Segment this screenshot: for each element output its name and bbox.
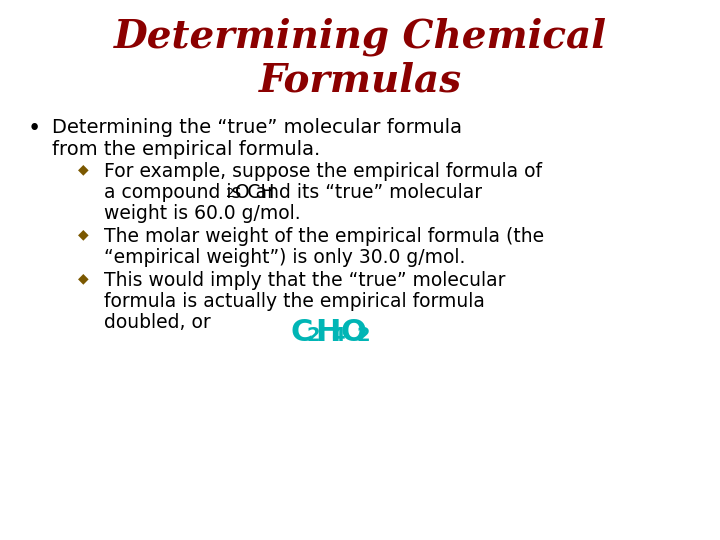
Text: ◆: ◆ xyxy=(78,227,89,241)
Text: Formulas: Formulas xyxy=(258,62,462,100)
Text: 2: 2 xyxy=(226,187,235,200)
Text: •: • xyxy=(28,118,41,140)
Text: C: C xyxy=(290,318,312,347)
Text: O: O xyxy=(340,318,366,347)
Text: This would imply that the “true” molecular: This would imply that the “true” molecul… xyxy=(104,271,505,290)
Text: 4: 4 xyxy=(331,326,345,345)
Text: 2: 2 xyxy=(357,326,371,345)
Text: H: H xyxy=(315,318,341,347)
Text: The molar weight of the empirical formula (the: The molar weight of the empirical formul… xyxy=(104,227,544,246)
Text: weight is 60.0 g/mol.: weight is 60.0 g/mol. xyxy=(104,204,301,223)
Text: a compound is CH: a compound is CH xyxy=(104,183,274,202)
Text: from the empirical formula.: from the empirical formula. xyxy=(52,140,320,159)
Text: formula is actually the empirical formula: formula is actually the empirical formul… xyxy=(104,292,485,311)
Text: For example, suppose the empirical formula of: For example, suppose the empirical formu… xyxy=(104,162,542,181)
Text: O and its “true” molecular: O and its “true” molecular xyxy=(235,183,482,202)
Text: ◆: ◆ xyxy=(78,162,89,176)
Text: 2: 2 xyxy=(306,326,320,345)
Text: Determining the “true” molecular formula: Determining the “true” molecular formula xyxy=(52,118,462,137)
Text: doubled, or: doubled, or xyxy=(104,313,211,332)
Text: “empirical weight”) is only 30.0 g/mol.: “empirical weight”) is only 30.0 g/mol. xyxy=(104,248,465,267)
Text: Determining Chemical: Determining Chemical xyxy=(114,18,606,57)
Text: ◆: ◆ xyxy=(78,271,89,285)
